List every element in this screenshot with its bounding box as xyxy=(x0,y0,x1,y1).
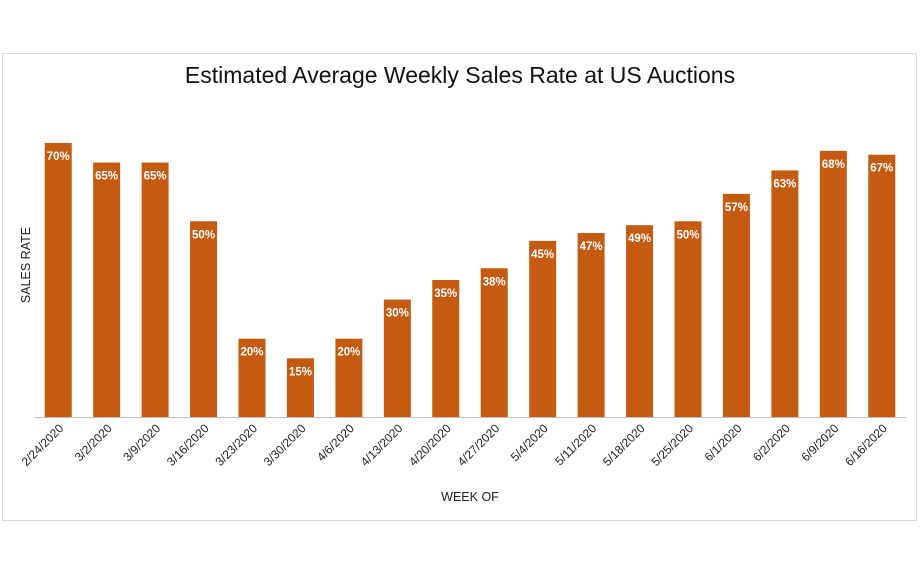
data-label: 20% xyxy=(337,347,360,359)
data-label: 20% xyxy=(240,347,263,359)
x-tick-label: 5/4/2020 xyxy=(508,421,551,464)
data-label: 45% xyxy=(531,249,554,261)
data-label: 30% xyxy=(386,308,409,320)
data-label: 50% xyxy=(676,229,699,241)
data-label: 65% xyxy=(95,171,118,183)
chart-frame xyxy=(2,53,917,521)
bar xyxy=(238,338,266,417)
x-tick-label: 6/9/2020 xyxy=(799,421,842,464)
x-tick-label: 5/18/2020 xyxy=(600,421,648,469)
x-tick-label: 6/16/2020 xyxy=(842,421,890,469)
bar xyxy=(335,338,363,417)
bar xyxy=(141,162,169,417)
bar xyxy=(674,221,702,417)
bar xyxy=(432,280,460,417)
data-label: 49% xyxy=(628,233,651,245)
data-label: 38% xyxy=(483,276,506,288)
bar xyxy=(93,162,121,417)
data-label: 67% xyxy=(870,163,893,175)
data-label: 50% xyxy=(192,229,215,241)
data-label: 15% xyxy=(289,366,312,378)
chart-title: Estimated Average Weekly Sales Rate at U… xyxy=(184,62,736,88)
bar xyxy=(529,240,557,417)
x-tick-label: 4/20/2020 xyxy=(406,421,454,469)
data-label: 63% xyxy=(773,178,796,190)
x-tick-label: 6/2/2020 xyxy=(750,421,793,464)
x-tick-label: 5/25/2020 xyxy=(648,421,696,469)
data-label: 47% xyxy=(580,241,603,253)
x-tick-label: 4/27/2020 xyxy=(455,421,503,469)
data-label: 57% xyxy=(725,202,748,214)
bar xyxy=(383,299,411,417)
x-tick-label: 3/2/2020 xyxy=(72,421,115,464)
x-tick-label: 3/23/2020 xyxy=(212,421,260,469)
bar xyxy=(771,170,799,417)
x-tick-label: 3/16/2020 xyxy=(164,421,212,469)
x-tick-label: 4/6/2020 xyxy=(314,421,357,464)
bar xyxy=(577,233,605,417)
bar xyxy=(286,358,314,417)
data-label: 70% xyxy=(47,151,70,163)
x-axis-label: WEEK OF xyxy=(441,490,499,504)
bar xyxy=(819,150,847,418)
x-tick-label: 5/11/2020 xyxy=(552,421,599,468)
data-label: 65% xyxy=(144,171,167,183)
x-tick-label: 2/24/2020 xyxy=(19,421,67,469)
bar xyxy=(44,143,72,417)
x-tick-label: 3/30/2020 xyxy=(261,421,309,469)
x-tick-label: 6/1/2020 xyxy=(702,421,745,464)
x-tick-label: 3/9/2020 xyxy=(120,421,163,464)
x-tick-label: 4/13/2020 xyxy=(358,421,406,469)
bar xyxy=(626,225,654,417)
data-label: 35% xyxy=(434,288,457,300)
bar xyxy=(190,221,218,417)
bar xyxy=(722,193,750,417)
data-label: 68% xyxy=(822,159,845,171)
bar xyxy=(868,154,896,417)
bar xyxy=(480,268,508,417)
